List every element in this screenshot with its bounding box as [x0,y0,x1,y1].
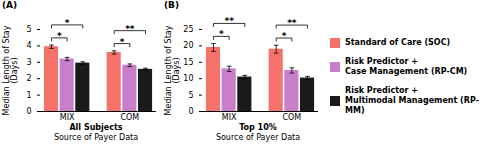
svg-text:15: 15 [183,58,193,67]
svg-text:Median Length of Stay(Days): Median Length of Stay(Days) [164,25,181,115]
svg-text:**: ** [125,24,135,34]
svg-text:MIX: MIX [60,113,75,122]
svg-text:MIX: MIX [222,113,237,122]
html-text:Top 10%: Top 10% [239,123,277,132]
html-text:Source of Payer Data: Source of Payer Data [53,133,139,142]
svg-text:20: 20 [183,41,193,50]
svg-text:**: ** [287,18,297,28]
svg-text:*: * [219,29,224,39]
svg-text:0: 0 [188,107,193,116]
html-text:(B): (B) [164,0,180,10]
html-text:Source of Payer Data: Source of Payer Data [215,133,301,142]
svg-text:3: 3 [26,58,31,67]
svg-text:Median Length of Stay(Days): Median Length of Stay(Days) [2,25,19,115]
html-text:Standard of Care (SOC): Standard of Care (SOC) [345,38,451,47]
svg-text:**: ** [224,16,234,26]
svg-text:1: 1 [26,91,31,100]
svg-text:*: * [65,18,70,28]
svg-text:COM: COM [282,113,301,122]
svg-text:2: 2 [26,74,31,83]
html-text:Risk Predictor + Case Manageme: Risk Predictor + Case Management (RP-CM) [345,57,468,76]
html-text:(A): (A) [2,0,18,10]
svg-text:25: 25 [183,25,193,34]
html-text:Risk Predictor + Multimodal Ma: Risk Predictor + Multimodal Management (… [345,86,479,115]
svg-text:COM: COM [120,113,139,122]
svg-text:5: 5 [188,91,193,100]
svg-text:*: * [57,31,62,41]
svg-text:0: 0 [26,107,31,116]
svg-text:5: 5 [26,25,31,34]
svg-text:*: * [120,37,125,47]
svg-text:*: * [282,31,287,41]
svg-text:10: 10 [183,74,193,83]
html-text:All Subjects: All Subjects [69,123,123,132]
svg-text:4: 4 [26,41,31,50]
